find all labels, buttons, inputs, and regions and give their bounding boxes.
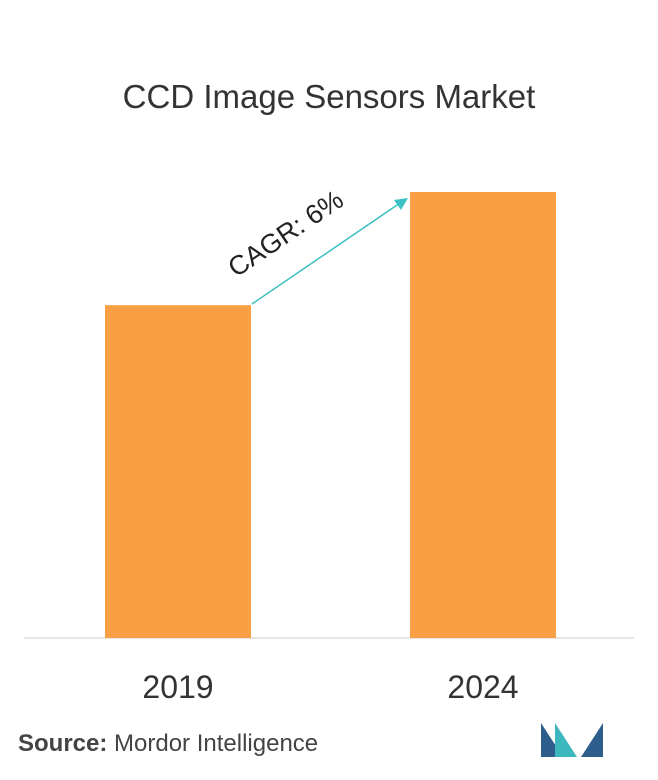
bars-group (105, 192, 556, 638)
mordor-logo-icon (541, 723, 603, 757)
cagr-arrow-line (251, 202, 401, 305)
source-text: Mordor Intelligence (114, 730, 319, 757)
logo-shape-right (581, 723, 603, 757)
tick-labels-group: 2019 2024 (142, 669, 518, 705)
x-tick-label-2024: 2024 (447, 669, 518, 705)
source-label: Source: (18, 730, 108, 757)
bar-2019 (105, 305, 251, 638)
cagr-arrow-head (394, 198, 408, 210)
source-note: Source: Mordor Intelligence (18, 730, 318, 758)
chart-title: CCD Image Sensors Market (122, 78, 536, 115)
cagr-label: CAGR: 6% (223, 184, 349, 283)
logo-shape-middle (555, 723, 577, 757)
bar-2024 (410, 192, 556, 638)
cagr-annotation: CAGR: 6% (223, 184, 408, 305)
x-tick-label-2019: 2019 (142, 669, 213, 705)
